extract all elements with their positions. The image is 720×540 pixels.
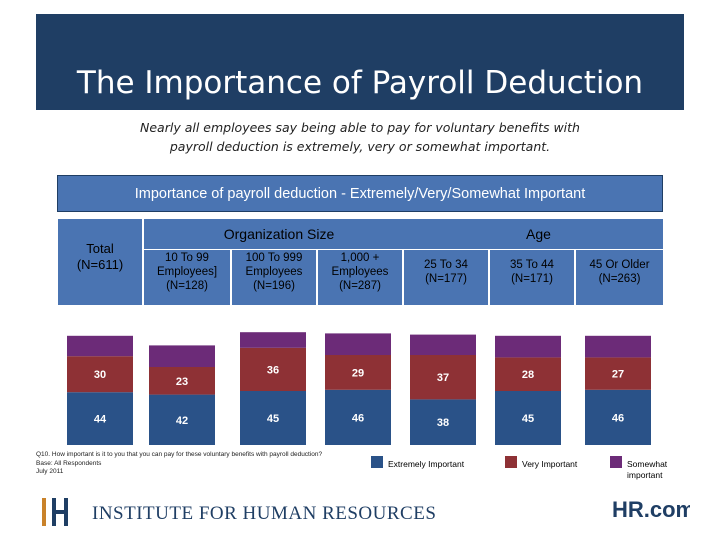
ihr-logo: INSTITUTE FOR HUMAN RESOURCES: [42, 498, 436, 526]
bar-segment: [585, 335, 651, 358]
column-label: Total (N=611): [58, 241, 142, 273]
column-header: [576, 250, 663, 305]
footnote: Q10. How important is it to you that you…: [36, 451, 376, 477]
column-label: 45 Or Older (N=263): [576, 258, 663, 286]
legend-label-very: Very Important: [522, 459, 578, 469]
column-label-line: 45 Or Older: [589, 259, 650, 271]
bar-segment: [410, 355, 476, 400]
column-label: 1,000 + Employees (N=287): [318, 251, 402, 293]
column-label-line: Employees: [245, 266, 303, 278]
total-label: 91: [94, 323, 106, 335]
bar-segment: [495, 357, 561, 391]
bar-segment: [410, 399, 476, 445]
footnote-date: July 2011: [36, 468, 64, 475]
data-label: 37: [437, 372, 449, 384]
column-header: [232, 250, 316, 305]
legend-swatch-somewhat: [610, 456, 622, 468]
bar-segment: [495, 391, 561, 445]
bar-segment: [240, 391, 306, 445]
column-label-line: (N=263): [598, 273, 641, 285]
column-label-line: 25 To 34: [424, 259, 468, 271]
data-label: 45: [267, 413, 279, 425]
column-label-line: 1,000 +: [340, 252, 380, 264]
data-label: 38: [437, 417, 449, 429]
data-label: 27: [612, 369, 624, 381]
group-label-org: Organization Size: [223, 226, 335, 242]
column-label: 25 To 34 (N=177): [404, 258, 488, 286]
total-label: 91: [612, 323, 624, 335]
total-label: 94: [267, 319, 280, 331]
column-header: [404, 250, 488, 305]
hrcom-logo: HR.com: [610, 490, 695, 531]
total-label: 92: [437, 322, 449, 334]
legend-swatch-very: [505, 456, 517, 468]
total-label: 91: [522, 323, 534, 335]
data-label: 44: [94, 414, 107, 426]
bar-segment: [149, 394, 215, 445]
column-label-line: 35 To 44: [510, 259, 554, 271]
column-label-line: 10 To 99: [165, 252, 209, 264]
hrcom-mark-icon: HR.com: [612, 497, 695, 522]
data-label: 46: [352, 412, 364, 424]
group-header-org: [144, 219, 414, 249]
section-title: Importance of payroll deduction - Extrem…: [134, 186, 586, 202]
title-bar: The Importance of Payroll Deduction: [36, 14, 684, 110]
column-label: 10 To 99 Employees] (N=128): [144, 251, 230, 293]
bar-segment: [67, 392, 133, 445]
column-label-line: (N=171): [511, 273, 553, 285]
logo-left-text: INSTITUTE FOR HUMAN RESOURCES: [92, 503, 436, 524]
data-label: 36: [267, 364, 279, 376]
bar-segment: [149, 345, 215, 367]
column-label: 35 To 44 (N=171): [490, 258, 574, 286]
footnote-question: Q10. How important is it to you that you…: [36, 451, 323, 458]
ihr-mark-icon: [42, 498, 68, 526]
column-header: [144, 250, 230, 305]
data-label: 29: [352, 367, 364, 379]
legend-label-somewhat: Somewhat important: [627, 459, 668, 480]
column-header: [490, 250, 574, 305]
data-label: 23: [176, 376, 188, 388]
data-label: 46: [612, 412, 624, 424]
bar-segment: [325, 355, 391, 390]
data-label: 45: [522, 413, 534, 425]
group-header-age: [414, 219, 663, 249]
bar-segment: [410, 334, 476, 355]
column-label-line: (N=196): [253, 280, 295, 292]
data-label: 28: [522, 369, 534, 381]
column-label-line: (N=611): [76, 257, 124, 272]
legend-swatch-extremely: [371, 456, 383, 468]
column-label: 100 To 999 Employees (N=196): [232, 251, 316, 293]
column-label-line: (N=177): [425, 273, 467, 285]
bar-segment: [325, 333, 391, 355]
bar-segment: [585, 357, 651, 390]
bar-segment: [325, 389, 391, 445]
bar-segment: [240, 332, 306, 348]
bar-segment: [67, 335, 133, 357]
total-label: 93: [352, 320, 364, 332]
bar-segment: [67, 356, 133, 393]
legend-label-extremely: Extremely Important: [388, 459, 465, 469]
column-label-line: 100 To 999: [245, 252, 303, 264]
column-header: [58, 219, 142, 305]
bar-segment: [495, 335, 561, 358]
bar-segment: [149, 367, 215, 395]
footnote-base: Base: All Respondents: [36, 459, 102, 467]
subtitle: Nearly all employees say being able to p…: [140, 120, 580, 154]
logo-right-text: HR.com: [612, 497, 690, 522]
column-label-line: Employees: [331, 266, 389, 278]
total-label: 83: [176, 332, 188, 344]
column-label-line: Employees]: [156, 266, 218, 278]
column-header: [318, 250, 402, 305]
column-label-line: (N=128): [166, 280, 208, 292]
group-label-age: Age: [526, 226, 551, 242]
bar-segment: [240, 347, 306, 391]
data-label: 30: [94, 369, 106, 381]
section-header: Importance of payroll deduction - Extrem…: [57, 175, 663, 212]
page-title: The Importance of Payroll Deduction: [76, 65, 644, 101]
column-label-line: Total: [86, 241, 114, 256]
bar-segment: [585, 389, 651, 445]
column-label-line: (N=287): [339, 280, 381, 292]
data-label: 42: [176, 415, 188, 427]
